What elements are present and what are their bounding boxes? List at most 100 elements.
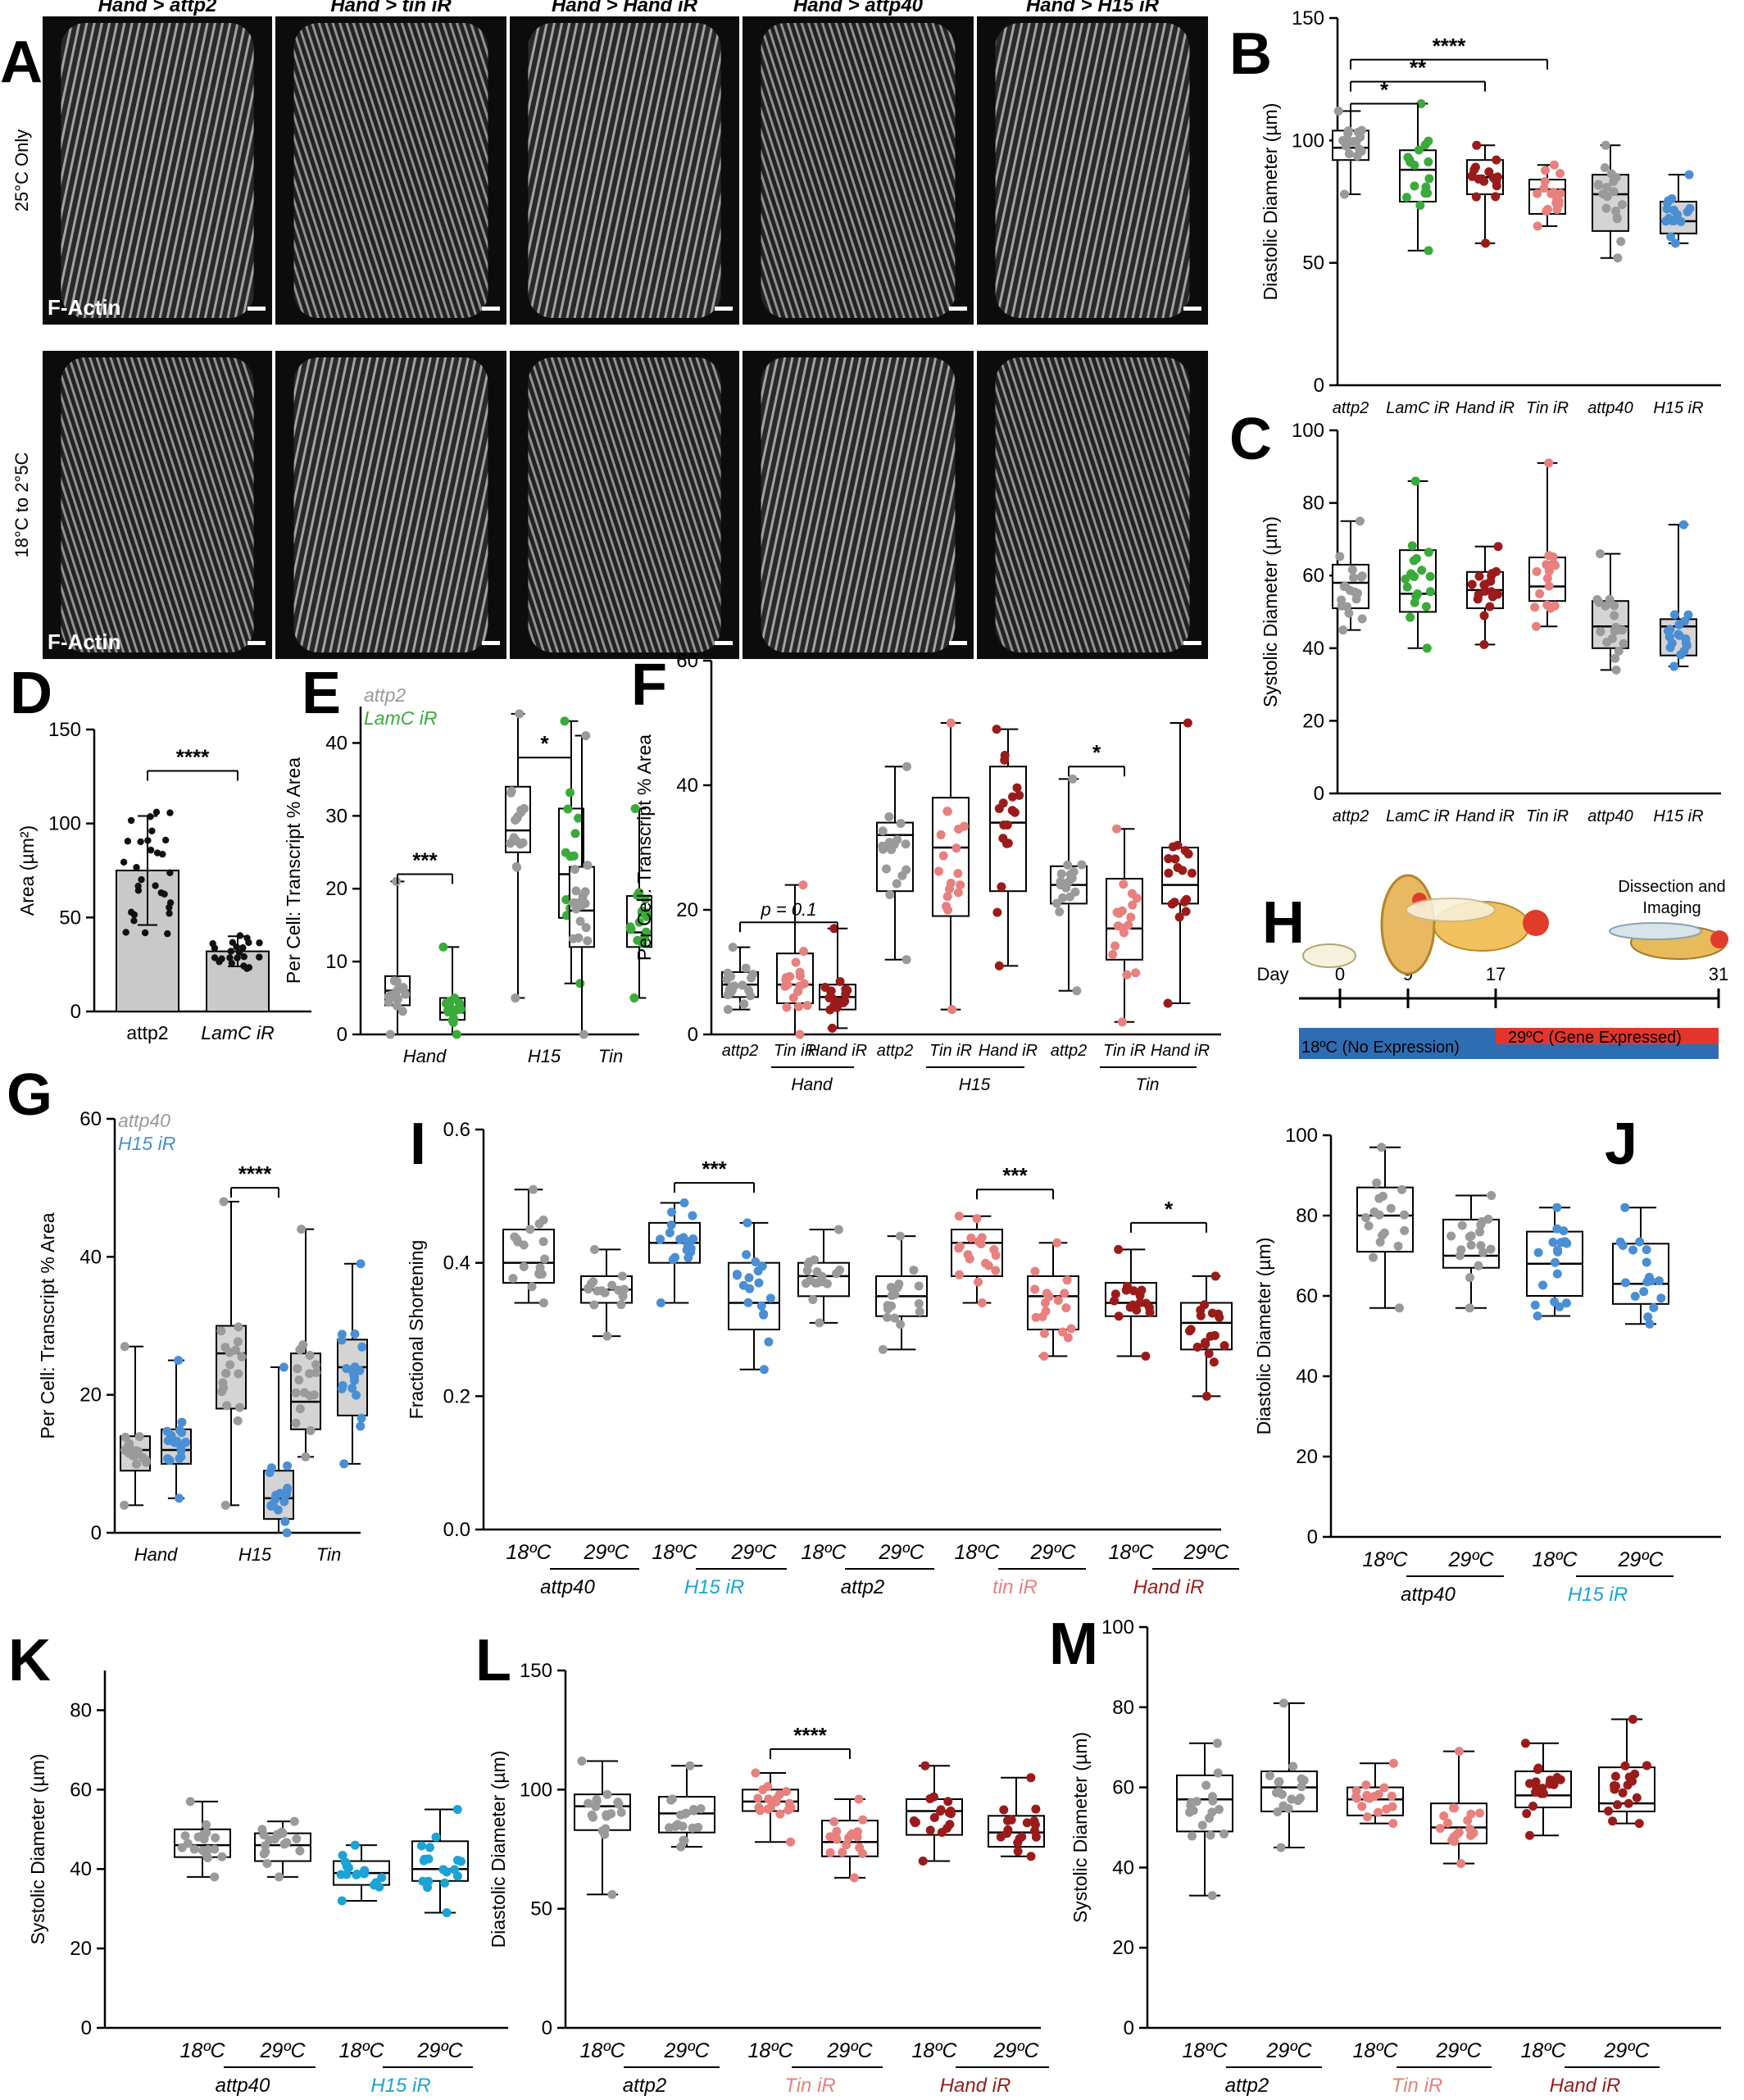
data-point: [1475, 1227, 1485, 1237]
data-point: [640, 894, 650, 904]
scale-bar: [482, 307, 500, 311]
timeline-day: Day: [1256, 964, 1288, 984]
data-point: [841, 984, 851, 994]
data-point: [1542, 600, 1552, 610]
data-point: [1344, 149, 1354, 159]
data-point: [508, 1274, 518, 1284]
data-point: [130, 917, 138, 925]
data-point: [1378, 1230, 1387, 1240]
data-point: [1345, 137, 1355, 147]
chart-C: 0 20 40 60 80 100 Systolic Diameter (µm) attp2 L…: [1260, 420, 1721, 825]
data-point: [878, 844, 888, 854]
data-point: [220, 1500, 230, 1510]
data-point: [506, 839, 515, 848]
data-point: [177, 1417, 187, 1427]
y-tick-label: 60: [70, 1779, 92, 1801]
tick-label: 29ºC: [731, 1541, 778, 1564]
category-label: attp40: [1587, 807, 1633, 825]
data-point: [425, 1843, 434, 1852]
data-point: [1276, 1843, 1286, 1852]
data-point: [936, 830, 946, 839]
data-point: [581, 731, 591, 741]
data-point: [1343, 126, 1353, 136]
legend-entry: LamC iR: [364, 707, 437, 729]
y-tick-label: 60: [676, 650, 698, 672]
data-point: [824, 993, 834, 1002]
data-point: [166, 869, 174, 876]
data-point: [1344, 608, 1354, 618]
data-point: [771, 1794, 781, 1804]
box: [989, 725, 1027, 970]
tick-label: 18ºC: [955, 1541, 1001, 1564]
data-point: [902, 955, 911, 965]
y-tick-label: 0.0: [443, 1519, 470, 1541]
data-point: [138, 1452, 148, 1462]
data-point: [1339, 189, 1349, 199]
tick-label: 18ºC: [1183, 2039, 1229, 2062]
data-point: [347, 1384, 357, 1393]
box: [411, 1805, 469, 1918]
data-point: [571, 886, 581, 896]
category-label: H15 iR: [1653, 807, 1703, 825]
data-point: [529, 1184, 538, 1194]
data-point: [1632, 1793, 1642, 1802]
data-point: [243, 965, 251, 972]
data-point: [301, 1452, 311, 1461]
data-point: [918, 1857, 928, 1866]
data-point: [233, 1337, 243, 1347]
significance-bracket: ***: [674, 1157, 755, 1193]
data-point: [1353, 589, 1363, 598]
data-point: [1401, 193, 1411, 202]
tick-label: Hand iR: [1151, 1042, 1210, 1060]
tick-label: Hand iR: [808, 1042, 867, 1060]
box: [1176, 1739, 1233, 1901]
data-point: [1072, 986, 1082, 996]
data-point: [1388, 1819, 1398, 1829]
data-point: [757, 1261, 767, 1271]
data-point: [759, 1365, 769, 1375]
timeline-panel: Day09173118ºC (No Expression)29ºC (Gene …: [1256, 874, 1728, 1059]
y-tick-label: 0: [1314, 783, 1324, 805]
data-point: [1476, 1241, 1486, 1251]
data-point: [174, 1356, 184, 1366]
y-tick-label: 0: [542, 2017, 552, 2039]
data-point: [943, 1797, 953, 1807]
data-point: [120, 1500, 129, 1510]
data-point: [764, 1794, 774, 1804]
data-point: [946, 1809, 956, 1819]
significance-bracket: ****: [770, 1723, 851, 1759]
data-point: [1026, 1852, 1036, 1861]
data-point: [1439, 1811, 1449, 1820]
data-point: [1456, 1859, 1466, 1869]
data-point: [174, 1493, 184, 1503]
data-point: [449, 1014, 459, 1024]
data-point: [1213, 1768, 1223, 1778]
data-point: [1131, 968, 1141, 978]
chart-J: 0 20 40 60 80 100 Diastolic Diameter (µm) 18ºC 2…: [1253, 1125, 1721, 1606]
data-point: [1169, 898, 1179, 907]
data-point: [1455, 1251, 1465, 1261]
data-point: [937, 1827, 947, 1837]
data-point: [1550, 601, 1560, 611]
data-point: [832, 1269, 842, 1279]
data-point: [849, 1873, 859, 1883]
data-point: [280, 1516, 290, 1526]
data-point: [1524, 1830, 1534, 1840]
y-tick-label: 0: [1314, 375, 1324, 397]
data-point: [929, 1812, 939, 1822]
data-point: [1669, 610, 1679, 620]
data-point: [829, 1816, 839, 1826]
box: [1660, 170, 1697, 248]
data-point: [1478, 1248, 1488, 1257]
data-point: [1053, 1296, 1063, 1306]
box: [648, 1198, 701, 1307]
box: [1442, 1191, 1500, 1313]
data-point: [1214, 1804, 1224, 1814]
data-point: [1533, 1311, 1542, 1320]
data-point: [1206, 1331, 1215, 1341]
data-point: [1030, 1266, 1040, 1276]
data-point: [675, 1234, 685, 1244]
group-label: tin iR: [992, 1576, 1038, 1598]
data-point: [338, 1851, 347, 1861]
box-iqr: [932, 797, 970, 917]
